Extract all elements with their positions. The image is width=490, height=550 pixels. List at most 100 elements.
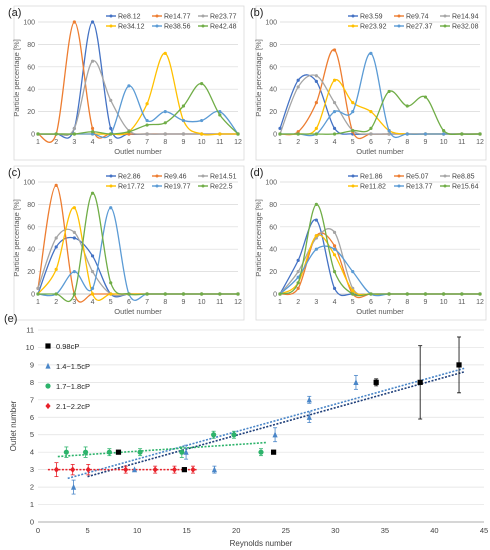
x-tick-label: 2 [296,299,300,306]
legend-label: Re8.12 [118,14,141,21]
x-tick-label: 11 [458,299,465,306]
y-tick-label: 40 [27,247,35,254]
x-tick-label: 4 [91,299,95,306]
marker-square [417,379,423,385]
data-point [90,59,95,63]
legend-marker [109,174,113,178]
x-tick-label: 6 [127,299,131,306]
marker-triangle [306,414,312,420]
y-tick-label: 60 [27,224,35,231]
legend-marker [351,174,355,178]
data-point [181,132,186,136]
data-point [332,253,337,257]
data-point [387,292,391,296]
legend-label: Re27.37 [406,24,433,31]
trendline [57,441,267,458]
legend-marker [201,174,205,178]
data-point [36,132,40,136]
data-point [54,183,58,187]
legend-label: Re3.59 [360,14,383,21]
marker-circle [45,383,51,389]
marker-circle [137,449,143,455]
series-line [37,184,238,303]
marker-diamond [45,402,51,410]
y-tick-label: 0 [273,292,277,299]
panel-frame [255,165,487,321]
marker-circle [82,449,89,455]
x-tick-label: 7 [387,299,391,306]
data-point [369,110,373,114]
x-tick-label: 8 [163,139,167,146]
data-point [369,51,373,55]
data-point [163,132,167,136]
x-axis-title: Outlet number [114,307,162,316]
data-point [127,292,131,296]
panel-label: (e) [4,313,17,325]
marker-square [45,343,51,349]
data-point [278,126,282,130]
x-tick-label: 3 [72,139,76,146]
data-point [314,74,318,78]
x-tick-label: 0 [36,526,40,535]
legend-label: Re8.85 [452,174,475,181]
legend-label: Re9.74 [406,14,429,21]
marker-triangle [45,362,51,369]
marker-circle [179,449,185,455]
data-point [387,89,391,94]
legend-marker [397,174,401,178]
marker-circle [211,432,217,438]
data-point [90,126,95,130]
series-line [279,49,480,140]
series-line [37,192,238,303]
y-tick-label: 100 [23,180,35,187]
x-tick-label: 12 [234,299,242,306]
x-tick-label: 12 [234,139,242,146]
legend-label: Re14.51 [210,174,237,181]
data-point [332,126,337,130]
legend-label: 0.98cP [56,342,79,351]
marker-triangle [70,483,77,490]
data-point [351,129,355,133]
trendline [67,367,465,480]
data-point [314,234,318,238]
x-tick-label: 1 [36,299,40,306]
x-tick-label: 7 [387,139,391,146]
x-tick-label: 10 [133,526,141,535]
x-tick-label: 10 [198,139,206,146]
data-point [72,126,76,130]
marker-diamond [53,466,60,473]
y-tick-label: 40 [269,87,277,94]
legend-marker [109,184,113,188]
x-tick-label: 12 [476,299,484,306]
legend-label: Re11.82 [360,184,386,191]
data-point [314,79,318,83]
legend-marker [351,184,355,188]
x-tick-label: 1 [278,299,282,306]
data-point [145,123,149,127]
x-tick-label: 5 [85,526,89,535]
data-point [278,292,282,296]
data-point [296,281,300,285]
y-tick-label: 80 [27,42,35,49]
legend-label: Re1.86 [360,174,383,181]
marker-circle [106,449,112,455]
data-point [109,132,113,136]
data-point [90,270,95,274]
x-tick-label: 3 [314,139,318,146]
data-point [332,48,337,52]
data-point [181,104,186,108]
data-point [145,102,149,106]
y-axis-title: Particle percentage [%] [12,199,21,277]
legend-label: Re5.07 [406,174,429,181]
marker-square [456,362,462,368]
legend-marker [351,14,355,18]
data-point [72,132,76,136]
data-point [54,292,58,296]
x-tick-label: 5 [109,139,113,146]
marker-square [270,449,277,455]
